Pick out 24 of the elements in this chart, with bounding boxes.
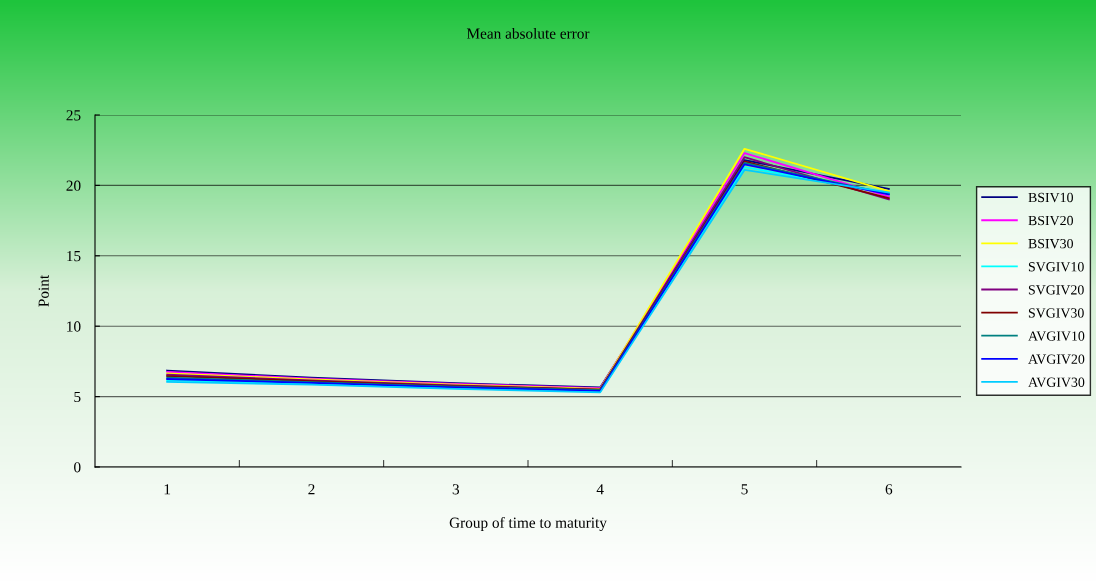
legend-label: SVGIV10	[1028, 262, 1084, 272]
x-tick-label: 5	[741, 484, 748, 495]
chart-title: Mean absolute error	[466, 28, 590, 39]
x-tick-label: 2	[308, 484, 315, 495]
legend-label: SVGIV20	[1028, 285, 1084, 295]
x-tick-label: 3	[452, 484, 460, 495]
legend-label: BSIV20	[1028, 215, 1073, 226]
legend-label: AVGIV30	[1028, 377, 1085, 387]
legend-label: BSIV10	[1028, 192, 1073, 203]
legend-label: AVGIV10	[1028, 331, 1085, 341]
y-tick-label: 15	[67, 251, 81, 262]
y-tick-label: 10	[67, 321, 81, 332]
y-tick-label: 5	[74, 391, 81, 403]
x-tick-label: 6	[885, 484, 893, 495]
x-tick-label: 1	[164, 484, 171, 495]
x-tick-label: 4	[596, 484, 604, 495]
y-axis-title: Point	[38, 274, 49, 307]
y-tick-label: 20	[66, 180, 81, 191]
legend-label: SVGIV30	[1028, 308, 1084, 318]
legend-label: AVGIV20	[1028, 354, 1085, 364]
y-tick-label: 0	[74, 462, 81, 473]
x-axis-title: Group of time to maturity	[449, 516, 607, 532]
legend-label: BSIV30	[1028, 238, 1073, 249]
y-tick-label: 25	[66, 110, 81, 121]
